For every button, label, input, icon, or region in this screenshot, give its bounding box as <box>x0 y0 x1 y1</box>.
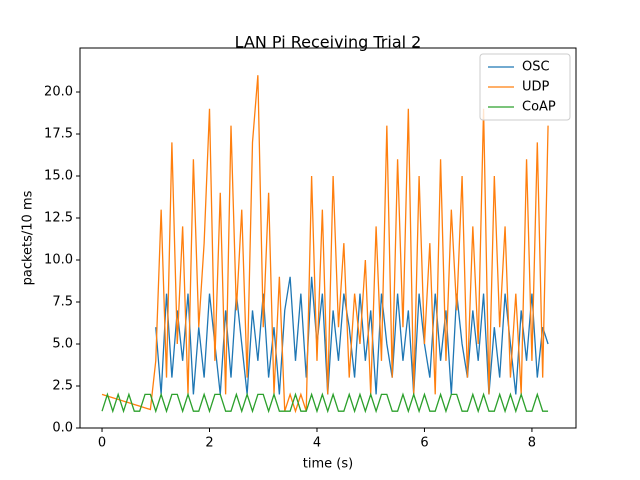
legend-label: CoAP <box>522 100 556 115</box>
series-line <box>101 392 549 414</box>
x-tick-label: 6 <box>420 436 428 451</box>
y-tick-label: 5.0 <box>52 337 73 352</box>
y-axis-label: packets/10 ms <box>21 190 36 285</box>
x-tick-label: 4 <box>313 436 321 451</box>
plot-frame <box>79 47 577 429</box>
series-line <box>155 276 549 395</box>
series-line <box>101 75 549 414</box>
legend-label: OSC <box>522 60 550 75</box>
y-tick-label: 2.5 <box>52 379 73 394</box>
y-tick-label: 12.5 <box>44 211 73 226</box>
x-tick-label: 2 <box>205 436 213 451</box>
legend-box <box>479 53 571 121</box>
y-tick-label: 20.0 <box>44 85 73 100</box>
chart-title: LAN Pi Receiving Trial 2 <box>235 33 422 52</box>
y-tick-label: 17.5 <box>44 127 73 142</box>
y-tick-label: 0.0 <box>52 421 73 436</box>
legend-label: UDP <box>522 80 550 95</box>
x-tick-label: 0 <box>98 436 106 451</box>
x-tick-label: 8 <box>528 436 536 451</box>
y-tick-label: 7.5 <box>52 295 73 310</box>
y-tick-label: 15.0 <box>44 169 73 184</box>
x-axis-label: time (s) <box>303 457 353 472</box>
y-tick-label: 10.0 <box>44 253 73 268</box>
